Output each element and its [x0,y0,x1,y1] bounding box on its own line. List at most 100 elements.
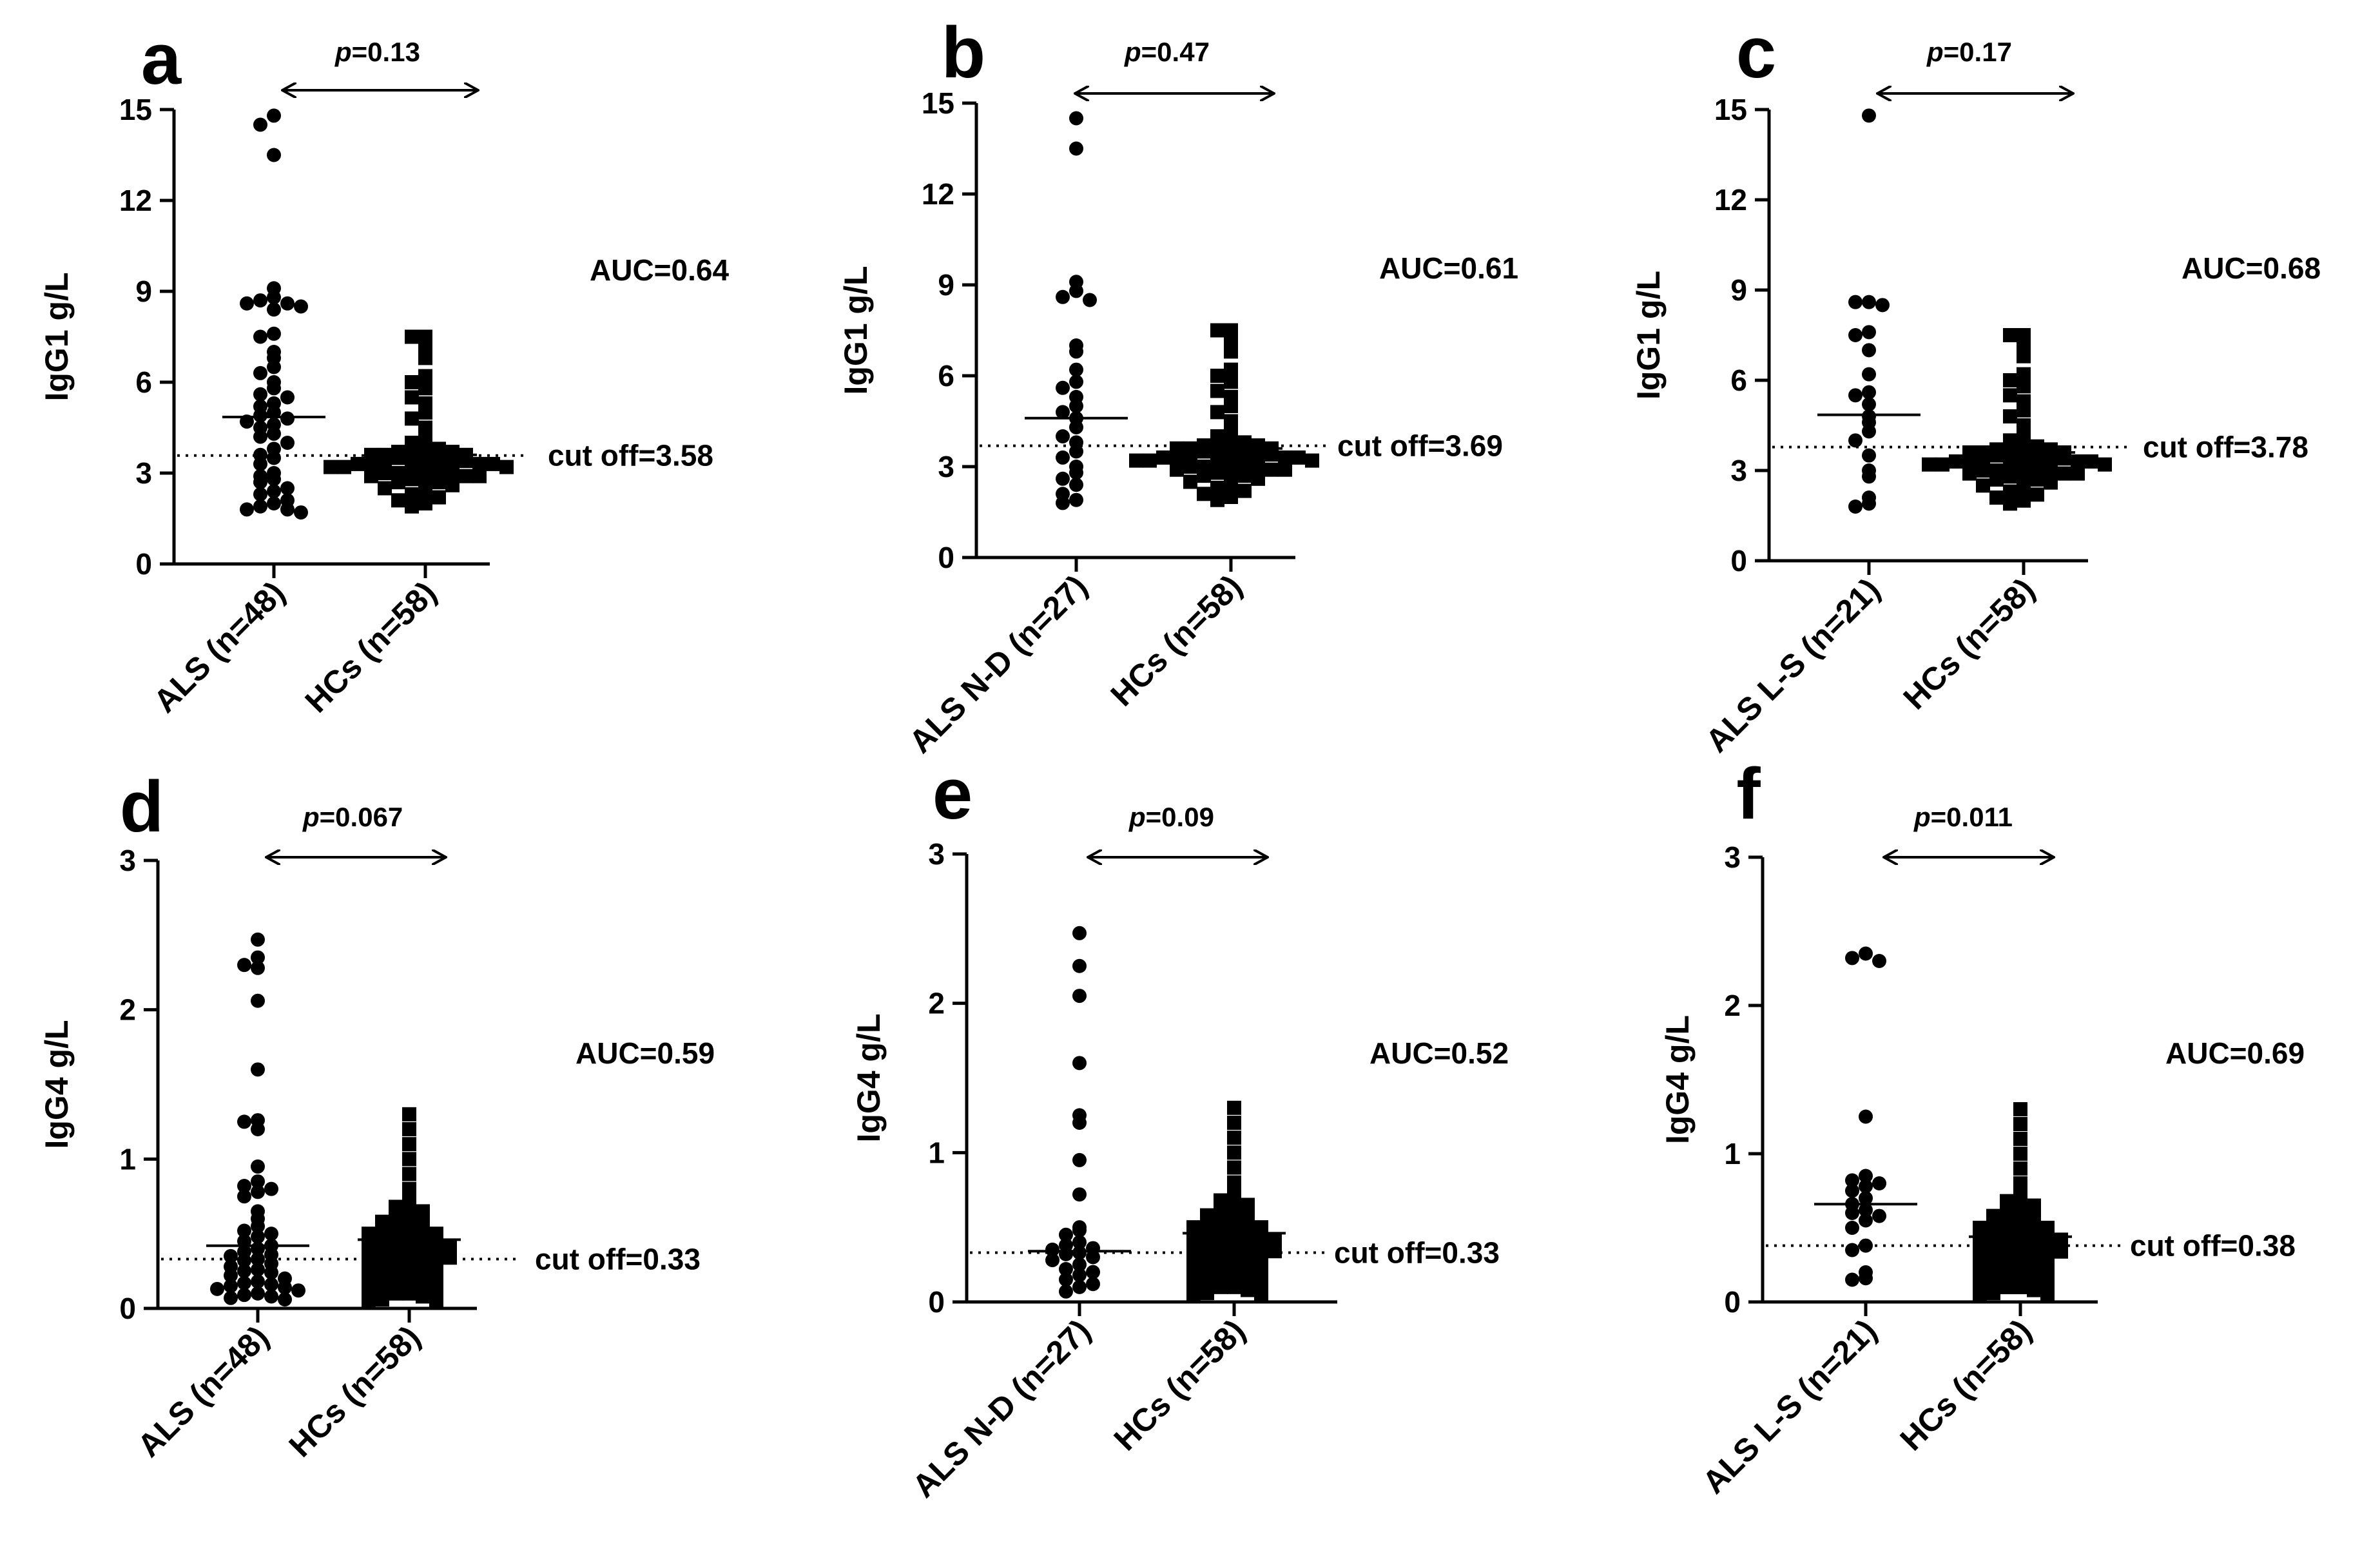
data-point-circle [1069,399,1083,413]
data-point-square [429,1259,443,1274]
data-point-square [1224,465,1238,480]
data-point-square [2013,1223,2027,1238]
data-point-square [1976,463,1990,478]
panel-b: b 0 3 6 9 12 15 IgG1 g/L ALS N-D (n=27) HCs (n=58… [838,12,1518,760]
data-point-square [375,1256,389,1271]
data-point-square [2057,451,2071,466]
data-point-circle [1859,1238,1873,1253]
data-point-circle [251,1159,265,1174]
data-point-square [418,472,432,487]
data-point-circle [253,408,267,423]
data-point-circle [264,1227,278,1241]
data-point-circle [251,960,265,975]
data-point-square [443,1250,457,1265]
data-point-circle [1845,1183,1859,1198]
auc-label: AUC=0.52 [1369,1036,1509,1070]
data-point-circle [267,326,281,341]
x-category-label: ALS L-S (n=21) [1699,571,1887,759]
data-point-square [1200,1227,1214,1242]
data-point-square [2017,349,2031,364]
data-point-circle [280,390,295,405]
data-point-circle [237,1288,251,1303]
y-tick-label: 0 [928,1285,945,1319]
data-point-square [1986,1228,2000,1243]
data-point-square [375,1279,389,1294]
data-point-circle [251,1219,265,1234]
data-point-square [2013,1147,2027,1161]
data-point-square [324,460,338,474]
y-axis-title: IgG4 g/L [39,1020,75,1149]
y-tick-label: 0 [1724,1285,1741,1319]
y-axis-title: IgG1 g/L [39,273,75,402]
data-point-square [2040,1287,2055,1302]
data-point-square [1183,447,1197,462]
data-point-circle [1072,1235,1087,1250]
data-point-square [1224,432,1238,447]
data-point-circle [1069,478,1083,492]
y-tick-label: 9 [135,275,152,308]
data-point-square [362,1271,376,1286]
data-point-circle [1862,367,1876,382]
data-point-square [1973,1288,1987,1303]
auc-label: AUC=0.59 [576,1036,715,1070]
data-point-square [1241,1237,1255,1252]
data-point-square [416,1277,430,1292]
data-point-square [1278,450,1292,465]
data-point-square [1214,1212,1228,1227]
data-point-square [1251,447,1265,462]
data-point-square [1973,1231,1987,1246]
data-point-square [389,1264,403,1279]
data-point-square [2017,469,2031,484]
data-point-square [2044,475,2058,490]
data-point-circle [1056,289,1070,304]
data-point-square [1224,399,1238,413]
cutoff-label: cut off=3.69 [1337,429,1503,463]
data-point-square [432,475,446,490]
data-point-circle [1056,429,1070,443]
data-point-square [2003,388,2017,403]
data-point-square [402,1137,416,1152]
data-point-circle [1072,1187,1087,1202]
data-point-square [2013,1161,2027,1176]
data-point-square [1210,369,1224,383]
data-point-circle [253,293,267,308]
x-category-label: HCs (n=58) [1897,571,2042,716]
data-point-circle [1845,1173,1859,1188]
data-point-square [2000,1236,2014,1250]
data-point-square [1214,1257,1228,1272]
data-point-square [1224,374,1238,389]
data-point-square [2098,457,2112,472]
data-point-circle [278,1292,292,1307]
p-symbol: p [1124,37,1141,67]
y-axis-title: IgG1 g/L [838,266,874,395]
data-point-square [1949,454,1963,469]
data-point-square [1210,480,1224,495]
data-point-square [2027,1271,2041,1286]
data-point-square [459,469,473,483]
data-point-square [1186,1242,1201,1257]
data-point-square [1989,448,2004,463]
data-point-square [2003,484,2017,499]
y-tick-label: 6 [938,359,954,393]
data-point-circle [251,950,265,965]
data-point-square [499,460,514,474]
data-point-circle [251,1174,265,1189]
y-tick-label: 3 [928,837,945,871]
data-point-square [402,1218,416,1232]
data-point-circle [251,1062,265,1077]
data-point-square [2027,1283,2041,1297]
data-point-square [2003,373,2017,387]
panel-letter: b [942,12,985,93]
data-point-square [432,463,446,478]
data-point-circle [253,475,267,490]
data-point-circle [1045,1242,1059,1257]
data-point-circle [267,302,281,317]
data-point-square [337,460,351,474]
data-point-square [1264,462,1279,477]
data-point-circle [1083,293,1097,307]
data-point-circle [267,381,281,396]
data-point-circle [253,365,267,380]
data-point-square [1156,450,1170,465]
data-point-circle [1072,1245,1087,1260]
